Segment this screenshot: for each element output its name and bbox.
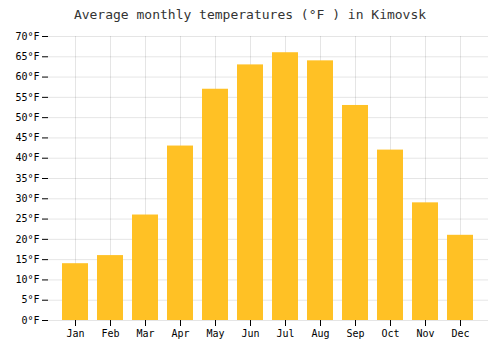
svg-text:Oct: Oct [381,328,399,339]
svg-text:40°F: 40°F [15,152,39,163]
svg-text:Jul: Jul [276,328,294,339]
svg-text:0°F: 0°F [21,315,39,326]
svg-text:Feb: Feb [101,328,119,339]
svg-text:15°F: 15°F [15,254,39,265]
svg-text:65°F: 65°F [15,51,39,62]
html-text:Average monthly temperatures (: Average monthly temperatures (°F ) in Ki… [73,7,427,22]
svg-text:Aug: Aug [311,328,329,339]
svg-text:Jun: Jun [241,328,259,339]
svg-text:50°F: 50°F [15,112,39,123]
svg-text:Mar: Mar [136,328,154,339]
svg-text:45°F: 45°F [15,132,39,143]
svg-text:Sep: Sep [346,328,364,339]
svg-text:10°F: 10°F [15,274,39,285]
svg-text:55°F: 55°F [15,92,39,103]
svg-text:5°F: 5°F [21,294,39,305]
svg-text:25°F: 25°F [15,213,39,224]
svg-text:70°F: 70°F [15,31,39,42]
svg-text:30°F: 30°F [15,193,39,204]
svg-text:Dec: Dec [451,328,469,339]
svg-text:Jan: Jan [66,328,84,339]
svg-text:20°F: 20°F [15,234,39,245]
svg-text:Apr: Apr [171,328,189,339]
svg-text:May: May [206,328,224,339]
svg-text:35°F: 35°F [15,173,39,184]
svg-text:60°F: 60°F [15,71,39,82]
svg-text:Nov: Nov [416,328,434,339]
